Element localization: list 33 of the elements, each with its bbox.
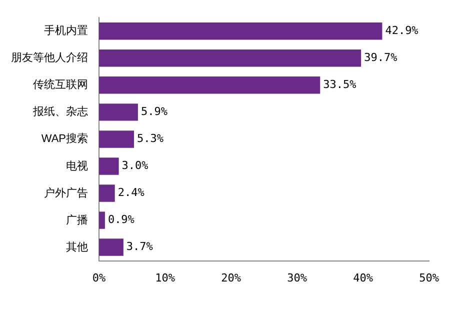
y-tick-label: 报纸、杂志 <box>32 105 88 118</box>
x-tick-label: 40% <box>353 271 374 284</box>
bar <box>99 158 119 175</box>
y-tick-label: 广播 <box>66 213 88 226</box>
bar <box>99 50 362 67</box>
y-tick-label: 手机内置 <box>44 24 88 38</box>
data-label: 3.0% <box>122 159 149 172</box>
x-tick-label: 20% <box>221 271 242 284</box>
y-tick-label: 传统互联网 <box>33 78 88 92</box>
bar <box>99 212 105 229</box>
data-label: 2.4% <box>118 186 145 200</box>
bar <box>99 22 382 40</box>
x-tick-label: 10% <box>155 271 176 284</box>
x-tick-label: 50% <box>419 271 440 284</box>
y-tick-label: 朋友等他人介绍 <box>11 52 88 64</box>
x-tick-label: 30% <box>287 271 308 284</box>
bar <box>99 76 320 94</box>
data-label: 39.7% <box>364 50 398 64</box>
y-tick-label: 其他 <box>66 240 88 254</box>
data-label: 5.9% <box>140 105 168 118</box>
bar <box>99 130 134 148</box>
bar <box>99 238 124 256</box>
data-label: 42.9% <box>385 24 419 37</box>
y-tick-label: 户外广告 <box>44 186 88 200</box>
data-label: 3.7% <box>126 240 154 254</box>
y-tick-label: WAP搜索 <box>41 132 88 146</box>
data-label: 5.3% <box>136 132 164 146</box>
data-label: 33.5% <box>323 78 357 92</box>
bar <box>99 104 138 121</box>
y-tick-label: 电视 <box>66 159 88 172</box>
x-tick-label: 0% <box>92 271 106 284</box>
bar <box>99 184 115 202</box>
data-label: 0.9% <box>108 213 135 226</box>
